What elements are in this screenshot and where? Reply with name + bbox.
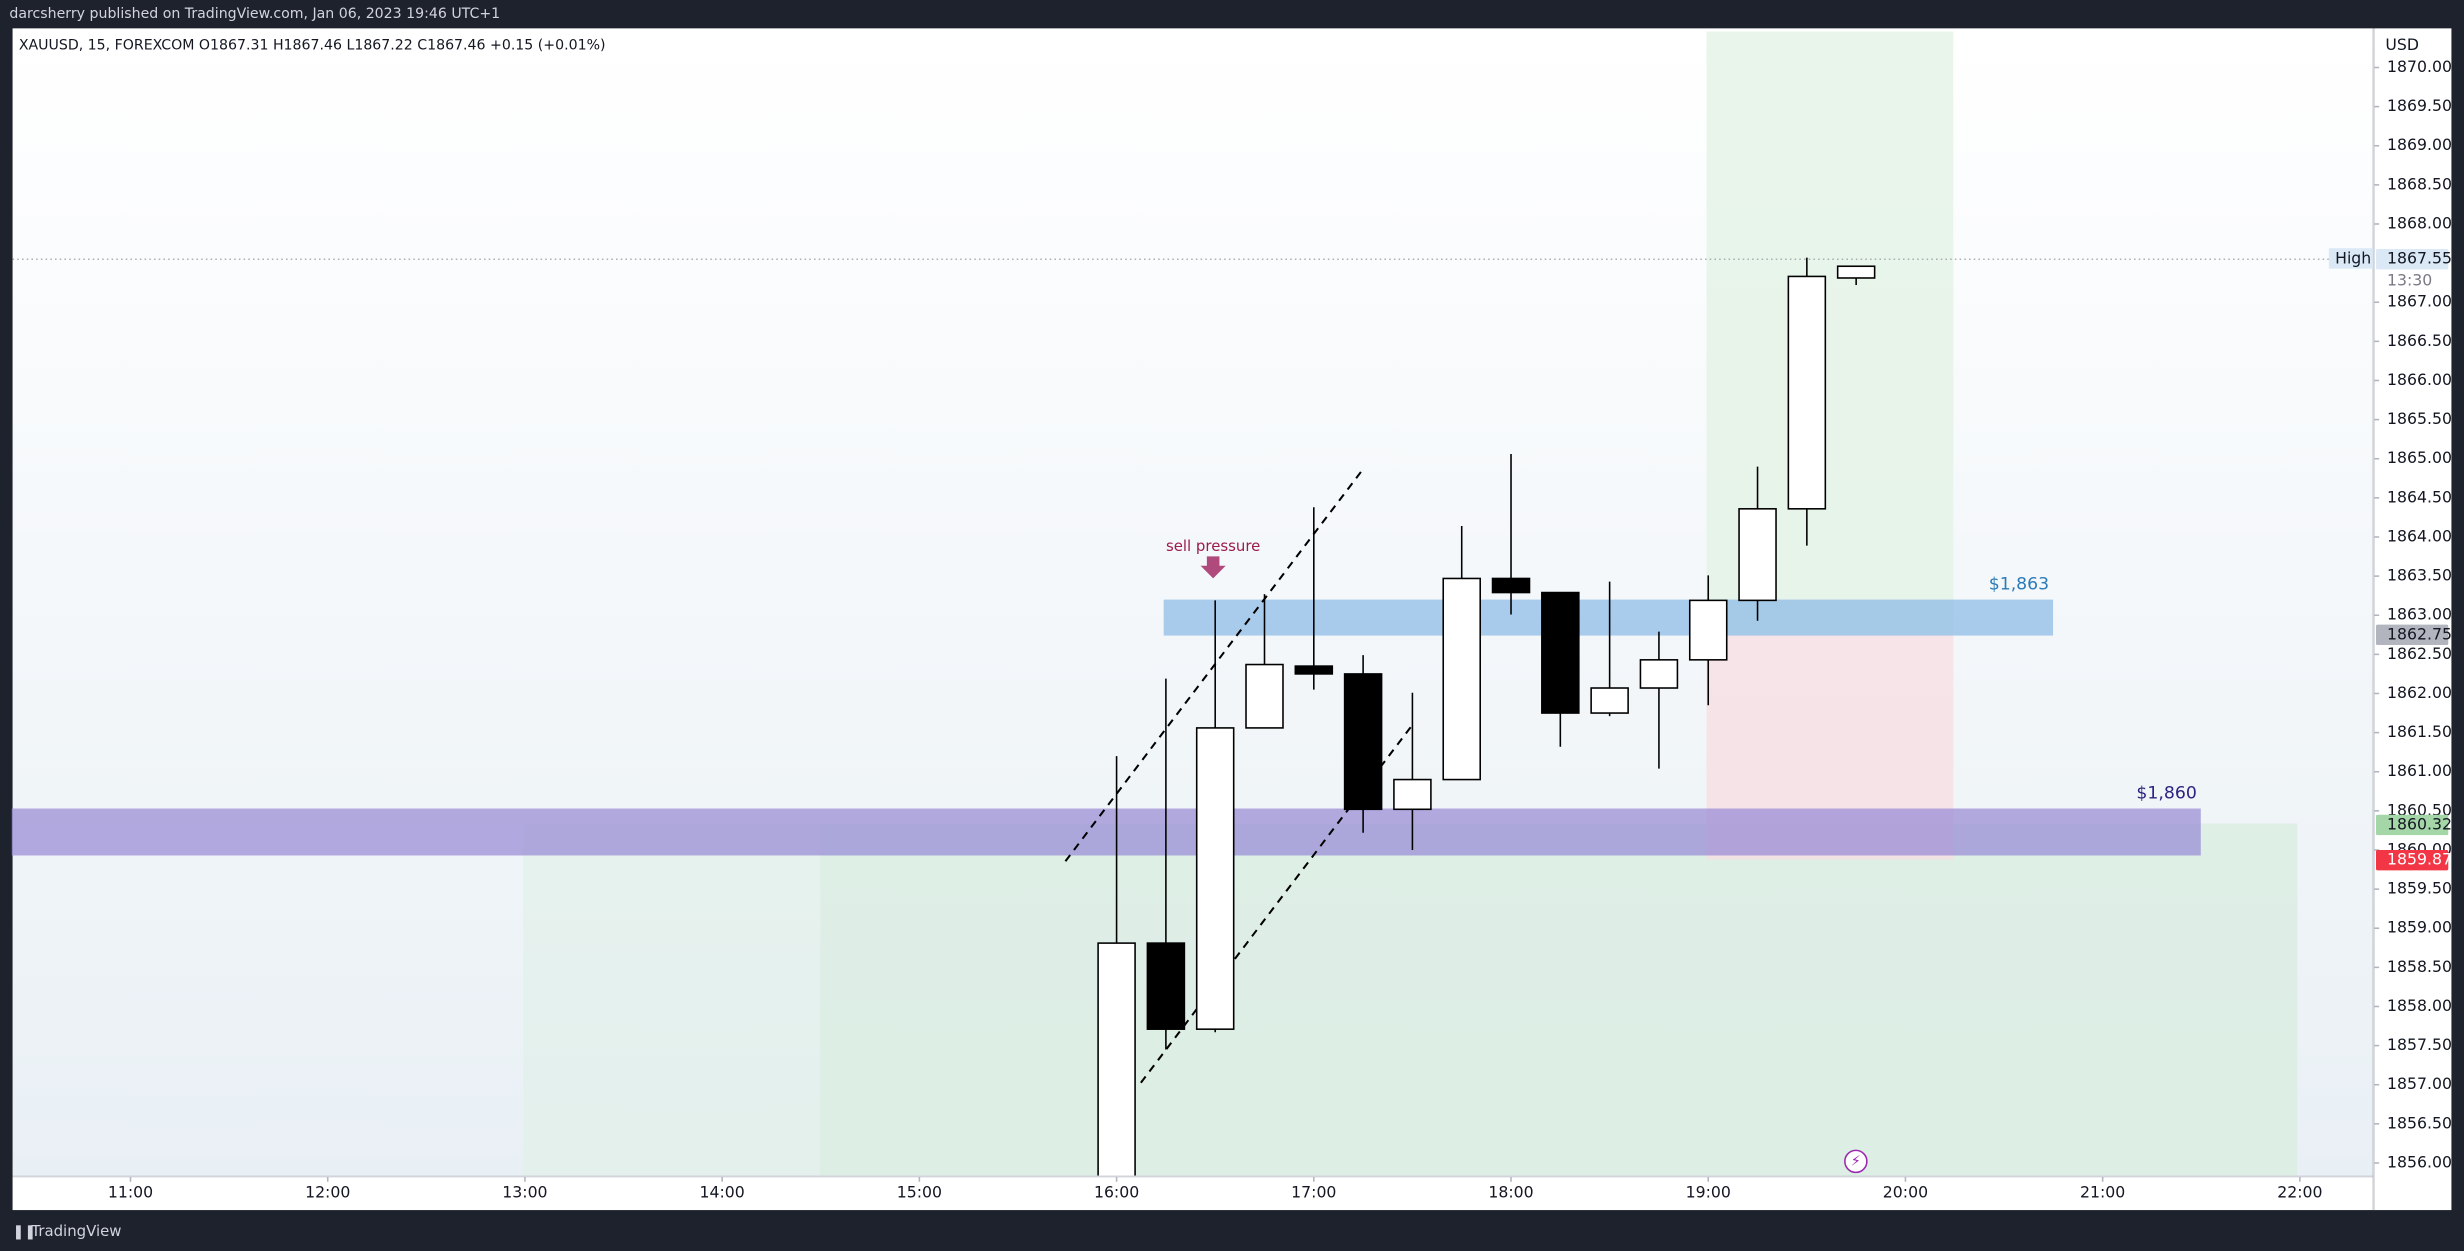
arrow bbox=[1200, 556, 1226, 579]
x-tick-label: 16:00 bbox=[1094, 1182, 1139, 1201]
y-tick-label: 1859.00 bbox=[2387, 918, 2452, 937]
y-tick-label: 1869.50 bbox=[2387, 96, 2452, 115]
zone-label: $1,863 bbox=[1989, 575, 2049, 595]
x-tick-label: 22:00 bbox=[2277, 1182, 2322, 1201]
y-tick-label: 1865.50 bbox=[2387, 409, 2452, 428]
candles bbox=[1097, 257, 1876, 1176]
background-box bbox=[523, 823, 2298, 1176]
event-icon bbox=[1844, 1149, 1868, 1174]
y-tick-label: 1863.00 bbox=[2387, 605, 2452, 624]
event-icon: ⚡ bbox=[1851, 1153, 1861, 1169]
candle-body bbox=[1393, 778, 1432, 811]
currency: USD bbox=[2385, 35, 2419, 54]
y-tick-label: 1856.00 bbox=[2387, 1152, 2452, 1171]
zone-label: $1,860 bbox=[2136, 784, 2196, 804]
x-tick-label: 18:00 bbox=[1488, 1182, 1533, 1201]
y-tick-label: 1870.00 bbox=[2387, 57, 2452, 76]
x-tick-label: 17:00 bbox=[1291, 1182, 1336, 1201]
y-tick-label: 1866.50 bbox=[2387, 331, 2452, 350]
y-tick-label: 1861.00 bbox=[2387, 761, 2452, 780]
price-axis bbox=[2374, 28, 2452, 1211]
trend-line bbox=[1064, 469, 1364, 862]
y-tick-label: 1858.50 bbox=[2387, 957, 2452, 976]
y-tick-label: 1862.50 bbox=[2387, 644, 2452, 663]
y-tick-label: 1858.00 bbox=[2387, 996, 2452, 1015]
x-tick-label: 14:00 bbox=[700, 1182, 745, 1201]
price-label-box bbox=[2376, 814, 2449, 836]
candle-body bbox=[1738, 508, 1777, 602]
price-label-name-box bbox=[2328, 248, 2373, 269]
y-tick-label: 1861.50 bbox=[2387, 722, 2452, 741]
price-label-box bbox=[2376, 624, 2449, 646]
candle-body bbox=[1294, 665, 1334, 675]
countdown: 13:30 bbox=[2387, 271, 2432, 290]
x-tick-label: 20:00 bbox=[1883, 1182, 1928, 1201]
zone bbox=[1163, 599, 2054, 636]
brand-logo: ❚❚ bbox=[13, 1224, 37, 1240]
legend: XAUUSD, 15, FOREXCOM O1867.31 H1867.46 L… bbox=[19, 38, 606, 54]
candle-body bbox=[1639, 659, 1679, 689]
y-tick-label: 1865.00 bbox=[2387, 448, 2452, 467]
candle-body bbox=[1245, 663, 1284, 729]
brand: TradingView bbox=[30, 1222, 121, 1240]
annotation: sell pressure bbox=[1166, 537, 1260, 555]
x-tick-label: 12:00 bbox=[305, 1182, 350, 1201]
price-label: 1859.87 bbox=[2387, 850, 2452, 869]
price-label: 1867.55 bbox=[2387, 249, 2452, 268]
time-axis bbox=[12, 1177, 2373, 1211]
publisher: darcsherry published on TradingView.com,… bbox=[9, 6, 500, 22]
x-tick-label: 21:00 bbox=[2080, 1182, 2125, 1201]
y-tick-label: 1866.00 bbox=[2387, 370, 2452, 389]
x-tick-label: 11:00 bbox=[108, 1182, 153, 1201]
y-tick-label: 1860.50 bbox=[2387, 800, 2452, 819]
x-tick-label: 15:00 bbox=[897, 1182, 942, 1201]
y-tick-label: 1869.00 bbox=[2387, 135, 2452, 154]
candle-body bbox=[1491, 577, 1531, 594]
candle-body bbox=[1787, 275, 1827, 510]
candle-body bbox=[1343, 673, 1383, 811]
y-tick-label: 1868.00 bbox=[2387, 213, 2452, 232]
candle-body bbox=[1097, 942, 1136, 1176]
y-tick-label: 1867.00 bbox=[2387, 292, 2452, 311]
y-tick-label: 1868.50 bbox=[2387, 174, 2452, 193]
candle-body bbox=[1541, 591, 1580, 714]
candle-body bbox=[1590, 687, 1629, 714]
candle-body bbox=[1195, 727, 1235, 1030]
price-label: 1860.32 bbox=[2387, 814, 2452, 833]
y-tick-label: 1863.50 bbox=[2387, 566, 2452, 585]
y-tick-label: 1857.00 bbox=[2387, 1074, 2452, 1093]
background-box bbox=[820, 823, 2298, 1176]
y-tick-label: 1864.50 bbox=[2387, 487, 2452, 506]
axis-labels: 1856.00 1856.50 1857.00 1857.50 1858.00 1858.… bbox=[12, 57, 2452, 1201]
zone bbox=[11, 808, 2201, 856]
price-label-box bbox=[2376, 849, 2449, 871]
candle-body bbox=[1836, 265, 1876, 279]
candle-body bbox=[1688, 599, 1728, 661]
x-tick-label: 19:00 bbox=[1686, 1182, 1731, 1201]
y-tick-label: 1859.50 bbox=[2387, 879, 2452, 898]
price-label: 1862.75 bbox=[2387, 624, 2452, 643]
candle-body bbox=[1442, 577, 1481, 781]
y-tick-label: 1857.50 bbox=[2387, 1035, 2452, 1054]
x-tick-label: 13:00 bbox=[502, 1182, 547, 1201]
price-label-box bbox=[2376, 248, 2449, 270]
price-label-name: High bbox=[2335, 249, 2371, 268]
y-tick-label: 1856.50 bbox=[2387, 1113, 2452, 1132]
y-tick-label: 1864.00 bbox=[2387, 526, 2452, 545]
y-tick-label: 1862.00 bbox=[2387, 683, 2452, 702]
zones: $1,863 $1,860 bbox=[11, 575, 2201, 856]
candle-body bbox=[1146, 942, 1186, 1030]
